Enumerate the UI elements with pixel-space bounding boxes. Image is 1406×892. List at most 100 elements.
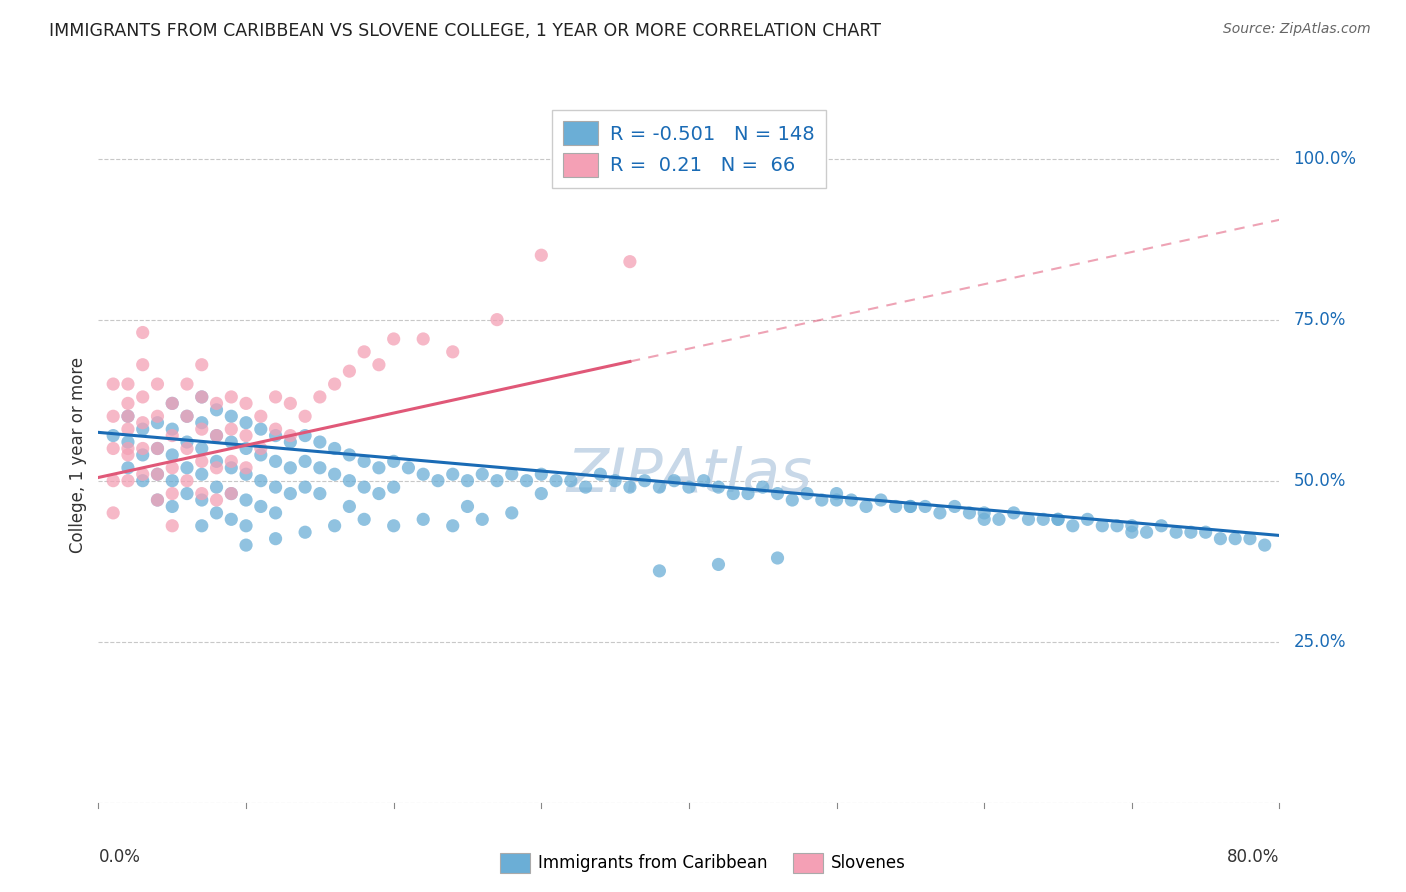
Point [117, 409, 139, 424]
Point [396, 460, 419, 475]
Point [441, 518, 464, 533]
Point [264, 454, 287, 468]
Point [1002, 506, 1025, 520]
Point [278, 396, 302, 410]
Point [219, 454, 242, 468]
Point [205, 428, 228, 442]
Point [825, 493, 848, 508]
Point [664, 474, 686, 488]
Point [250, 474, 273, 488]
Point [191, 518, 214, 533]
Y-axis label: College, 1 year or more: College, 1 year or more [69, 357, 87, 553]
Point [353, 512, 375, 526]
Point [619, 480, 641, 494]
Point [146, 409, 169, 424]
Point [162, 474, 183, 488]
Text: ZIPAtlas: ZIPAtlas [567, 446, 811, 505]
Point [766, 486, 789, 500]
Point [1121, 518, 1143, 533]
Point [132, 448, 155, 462]
Point [132, 326, 155, 340]
Point [619, 254, 641, 268]
Point [1150, 518, 1173, 533]
Point [337, 448, 360, 462]
Point [294, 409, 316, 424]
Point [530, 467, 553, 482]
Point [132, 358, 155, 372]
Point [530, 486, 553, 500]
Point [427, 474, 450, 488]
Text: 100.0%: 100.0% [1294, 150, 1357, 168]
Point [1062, 518, 1084, 533]
Point [382, 454, 405, 468]
Point [323, 518, 346, 533]
Point [294, 480, 316, 494]
Point [530, 248, 553, 262]
Point [648, 480, 671, 494]
Point [235, 442, 257, 456]
Point [471, 512, 494, 526]
Point [191, 442, 214, 456]
Point [1032, 512, 1054, 526]
Point [337, 500, 360, 514]
Point [353, 344, 375, 359]
Point [900, 500, 922, 514]
Point [117, 396, 139, 410]
Point [162, 500, 183, 514]
Point [205, 460, 228, 475]
Point [162, 518, 183, 533]
Point [1121, 525, 1143, 540]
Point [205, 402, 228, 417]
Point [235, 428, 257, 442]
Point [132, 474, 155, 488]
Point [176, 409, 198, 424]
Text: 80.0%: 80.0% [1227, 848, 1279, 866]
Point [146, 493, 169, 508]
Point [235, 538, 257, 552]
Point [117, 409, 139, 424]
Point [1254, 538, 1277, 552]
Point [162, 460, 183, 475]
Point [219, 512, 242, 526]
Point [278, 428, 302, 442]
Point [191, 390, 214, 404]
Point [132, 390, 155, 404]
Point [928, 506, 950, 520]
Point [412, 467, 434, 482]
Point [839, 493, 862, 508]
Point [914, 500, 936, 514]
Point [353, 454, 375, 468]
Point [382, 518, 405, 533]
Point [1209, 532, 1232, 546]
Point [235, 416, 257, 430]
Point [309, 486, 332, 500]
Point [560, 474, 582, 488]
Point [1239, 532, 1261, 546]
Point [176, 442, 198, 456]
Point [1077, 512, 1099, 526]
Point [219, 390, 242, 404]
Point [219, 486, 242, 500]
Point [176, 460, 198, 475]
Legend: Immigrants from Caribbean, Slovenes: Immigrants from Caribbean, Slovenes [494, 847, 912, 880]
Point [633, 474, 655, 488]
Point [103, 474, 125, 488]
Point [368, 358, 391, 372]
Point [382, 480, 405, 494]
Point [132, 416, 155, 430]
Point [353, 480, 375, 494]
Point [146, 493, 169, 508]
Point [368, 486, 391, 500]
Point [103, 428, 125, 442]
Point [441, 467, 464, 482]
Point [176, 486, 198, 500]
Point [264, 532, 287, 546]
Point [825, 486, 848, 500]
Point [117, 448, 139, 462]
Point [309, 390, 332, 404]
Point [515, 474, 537, 488]
Point [678, 480, 700, 494]
Text: 25.0%: 25.0% [1294, 632, 1346, 651]
Point [973, 506, 995, 520]
Point [146, 416, 169, 430]
